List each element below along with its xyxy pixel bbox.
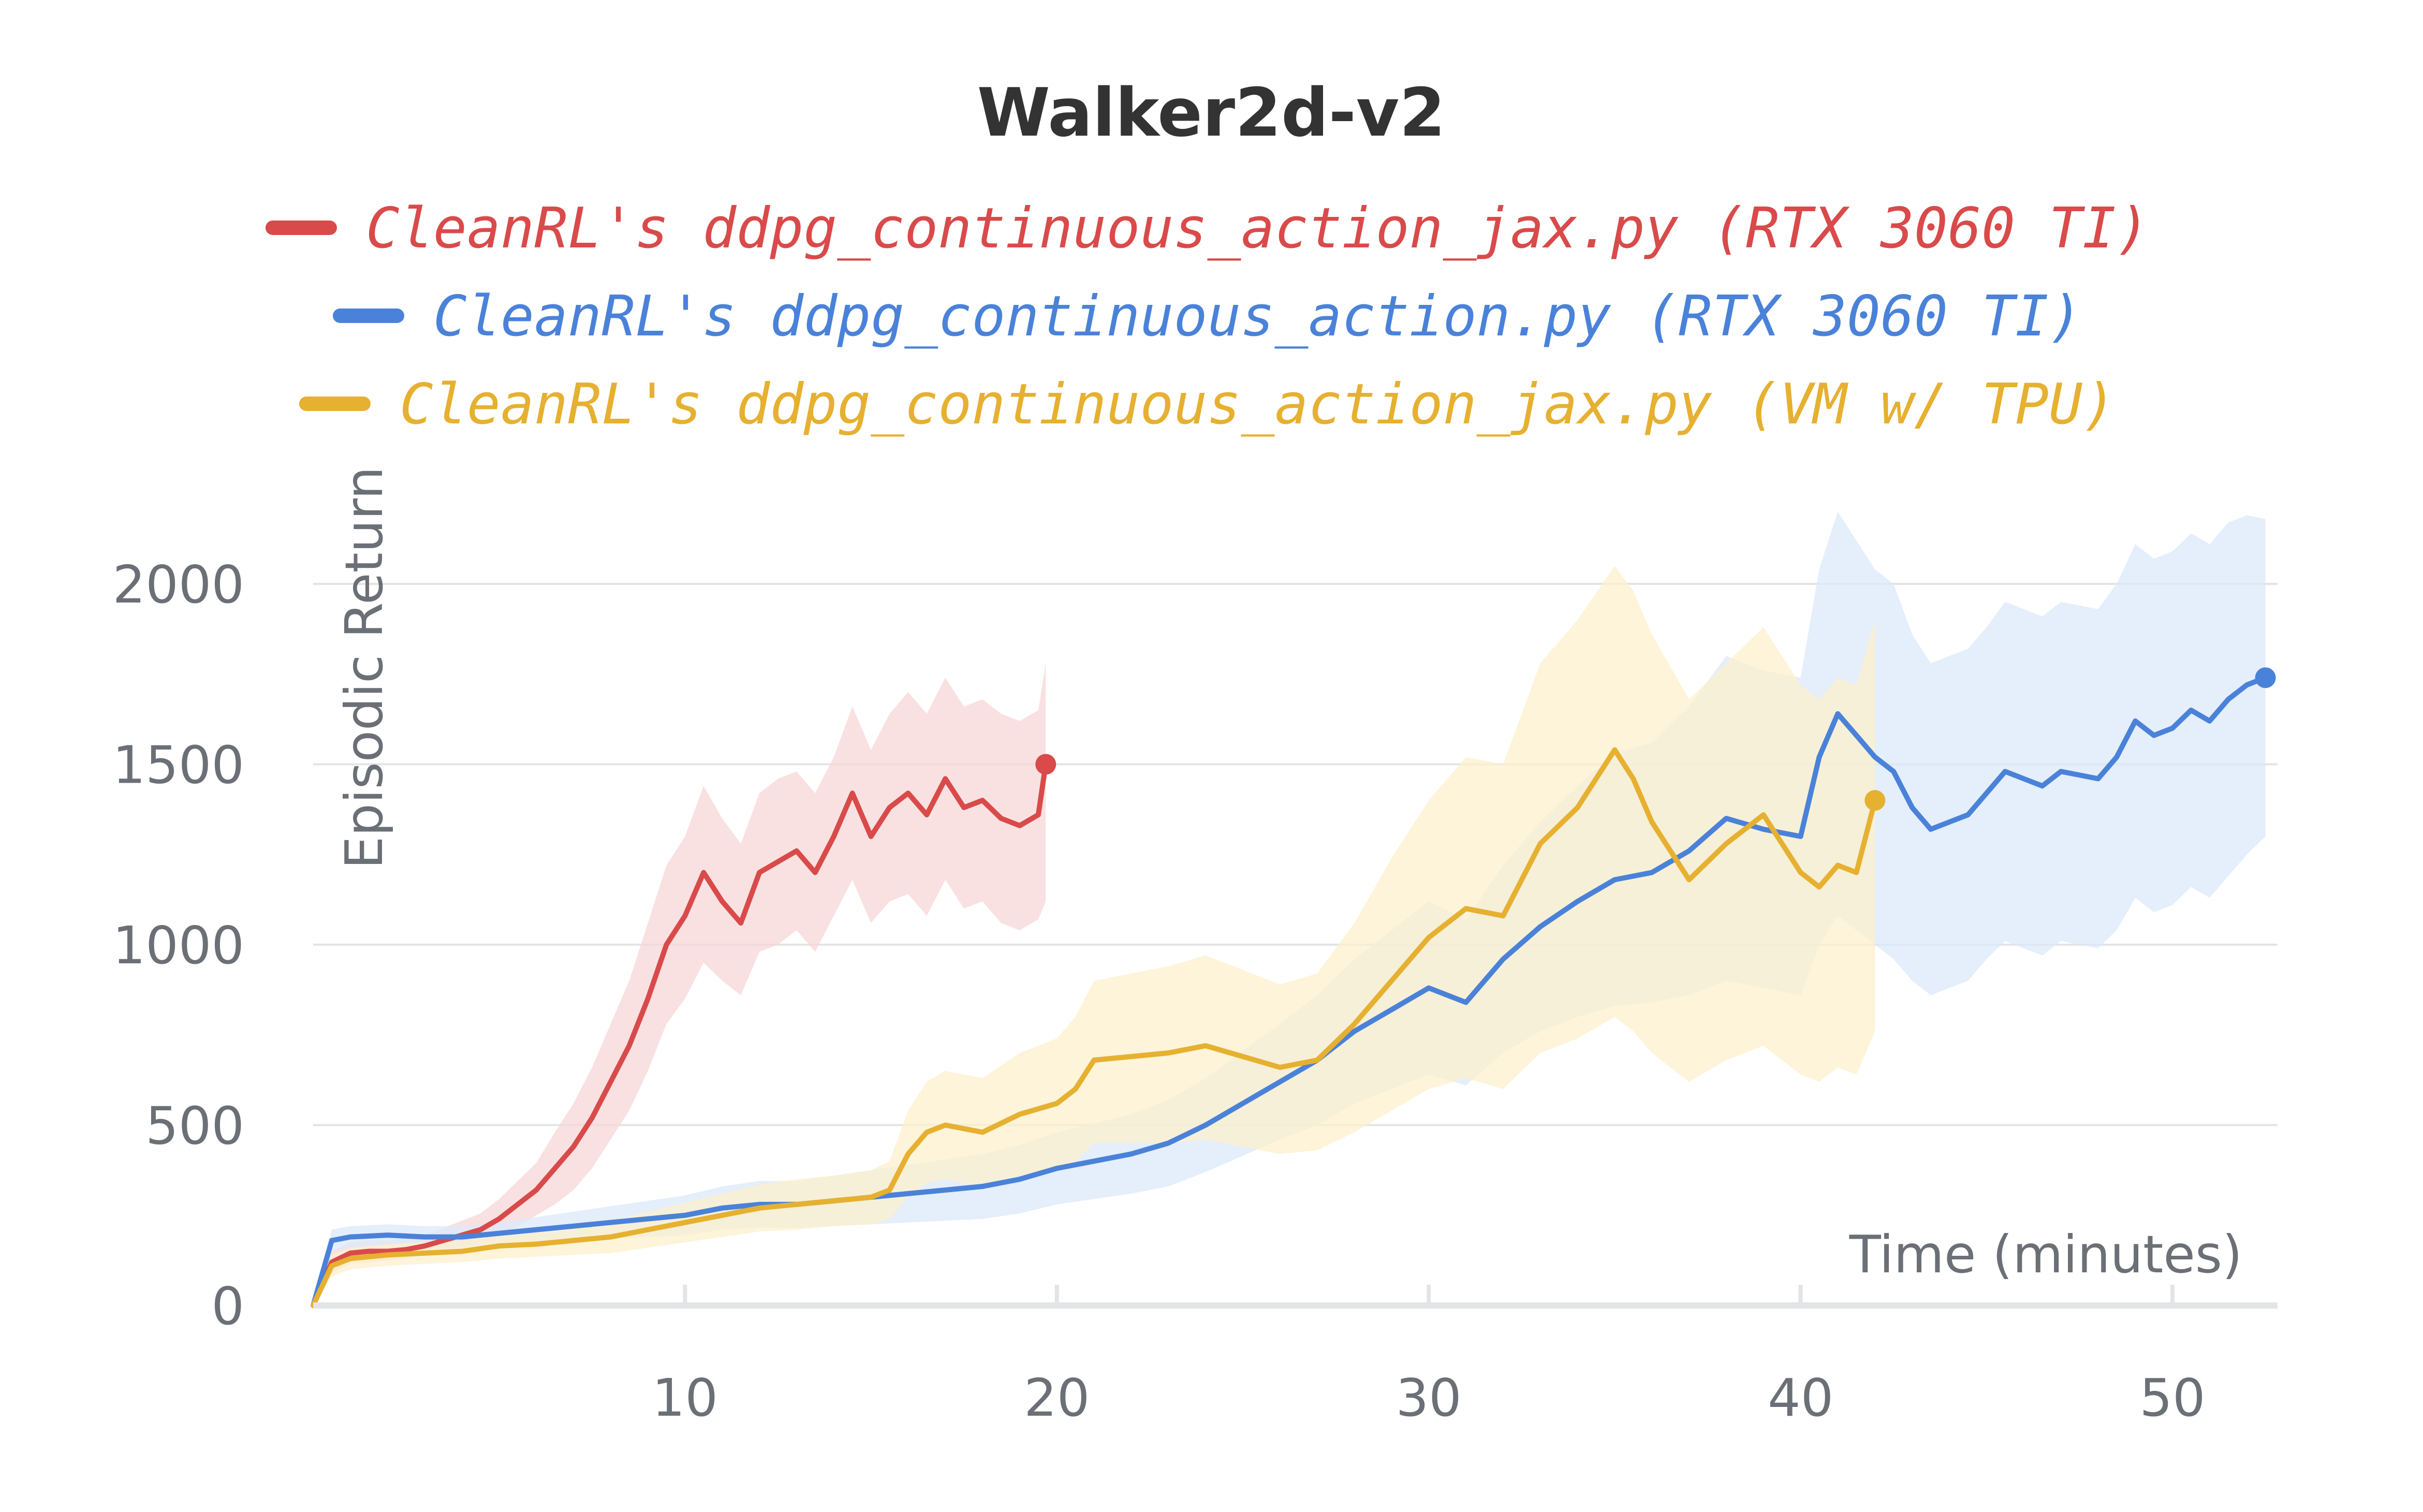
- endpoint-series-3: [1864, 790, 1886, 811]
- x-axis-label: Time (minutes): [1849, 1224, 2242, 1285]
- line-series-2: [311, 675, 2268, 1308]
- y-axis-label: Episodic Return: [334, 466, 394, 869]
- y-tick-label-2000: 2000: [113, 554, 245, 615]
- legend-label-3: CleanRL's ddpg_continuous_action_jax.py …: [400, 372, 2116, 437]
- x-tick-label-40: 40: [1768, 1368, 1833, 1428]
- axes: [313, 1285, 2278, 1309]
- y-tick-label-0: 0: [211, 1276, 244, 1337]
- x-tick-label-20: 20: [1024, 1368, 1090, 1428]
- legend-label-1: CleanRL's ddpg_continuous_action_jax.py …: [366, 196, 2150, 261]
- x-tick-label-50: 50: [2139, 1368, 2205, 1428]
- legend-item-1: CleanRL's ddpg_continuous_action_jax.py …: [265, 196, 2150, 261]
- legend-item-3: CleanRL's ddpg_continuous_action_jax.py …: [299, 372, 2116, 437]
- y-tick-label-1000: 1000: [113, 915, 245, 976]
- band-series-3: [313, 566, 1875, 1305]
- y-tick-label-1500: 1500: [113, 735, 245, 796]
- legend: CleanRL's ddpg_continuous_action_jax.py …: [265, 196, 2150, 437]
- endpoint-series-2: [2255, 667, 2276, 688]
- legend-label-2: CleanRL's ddpg_continuous_action.py (RTX…: [433, 284, 2082, 349]
- chart-title: Walker2d-v2: [977, 75, 1446, 152]
- series-lines: [311, 667, 2276, 1308]
- band-series-2: [313, 511, 2266, 1305]
- line-series-3: [311, 747, 1878, 1308]
- x-tick-label-10: 10: [652, 1368, 718, 1428]
- legend-item-2: CleanRL's ddpg_continuous_action.py (RTX…: [332, 284, 2082, 349]
- band-series-1: [313, 663, 1046, 1305]
- line-series-1: [311, 761, 1049, 1308]
- endpoint-series-1: [1035, 754, 1056, 775]
- x-tick-label-30: 30: [1396, 1368, 1462, 1428]
- confidence-bands: [313, 511, 2266, 1305]
- y-tick-label-500: 500: [145, 1096, 244, 1156]
